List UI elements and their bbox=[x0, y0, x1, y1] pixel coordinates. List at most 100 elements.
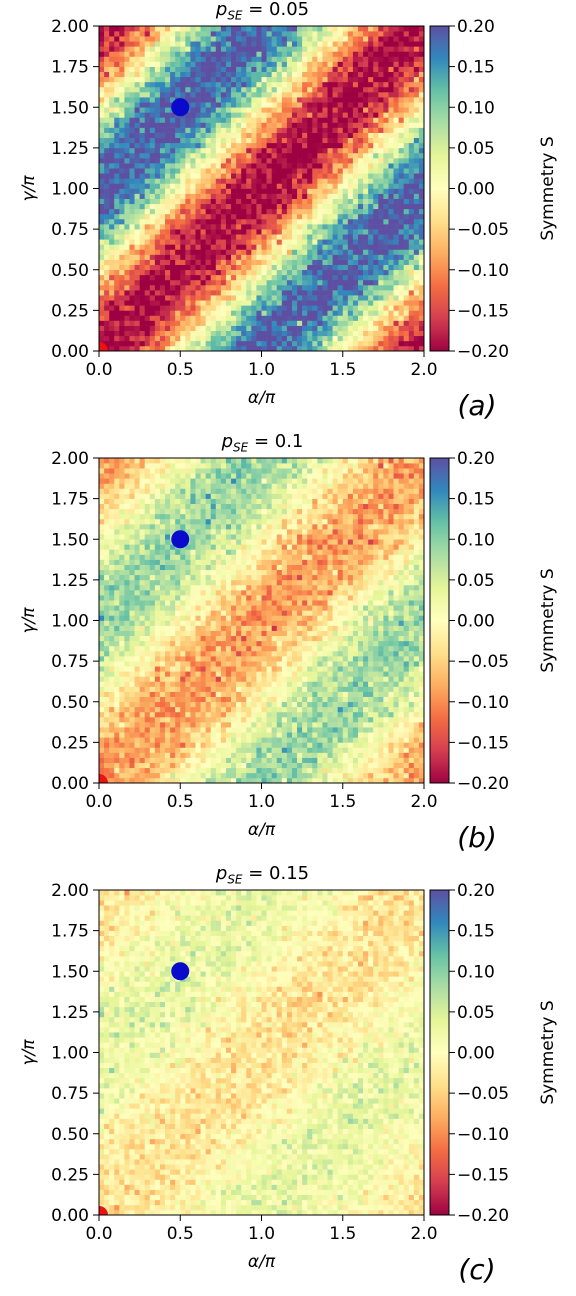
heatmap-cell bbox=[297, 229, 303, 235]
heatmap-cell bbox=[99, 727, 105, 733]
heatmap-cell bbox=[297, 310, 303, 316]
heatmap-cell bbox=[307, 295, 313, 301]
heatmap-cell bbox=[408, 264, 415, 271]
heatmap-cell bbox=[342, 193, 349, 199]
heatmap-cell bbox=[368, 732, 374, 738]
heatmap-cell bbox=[104, 290, 110, 296]
heatmap-cell bbox=[352, 279, 359, 286]
heatmap-cell bbox=[322, 208, 328, 215]
heatmap-cell bbox=[322, 163, 328, 169]
heatmap-cell bbox=[388, 142, 394, 149]
heatmap-cell bbox=[373, 81, 379, 88]
heatmap-cell bbox=[271, 330, 278, 337]
heatmap-cell bbox=[109, 239, 115, 245]
heatmap-cell bbox=[327, 722, 333, 728]
heatmap-cell bbox=[291, 183, 298, 189]
heatmap-cell bbox=[159, 56, 166, 62]
heatmap-cell bbox=[134, 264, 140, 271]
heatmap-cell bbox=[312, 117, 318, 123]
heatmap-cell bbox=[368, 122, 374, 128]
heatmap-cell bbox=[332, 71, 338, 78]
heatmap-cell bbox=[180, 51, 186, 57]
heatmap-cell bbox=[109, 325, 115, 331]
heatmap-cell bbox=[159, 178, 166, 184]
heatmap-cell bbox=[337, 41, 344, 47]
heatmap-cell bbox=[342, 259, 349, 265]
heatmap-cell bbox=[205, 767, 212, 774]
heatmap-cell bbox=[149, 213, 156, 220]
heatmap-cell bbox=[347, 81, 354, 88]
heatmap-cell bbox=[418, 239, 425, 245]
heatmap-cell bbox=[246, 117, 252, 123]
heatmap-cell bbox=[342, 208, 349, 215]
heatmap-cell bbox=[256, 340, 262, 347]
heatmap-cell bbox=[159, 97, 166, 103]
heatmap-cell bbox=[327, 762, 333, 769]
heatmap-cell bbox=[241, 722, 247, 728]
heatmap-cell bbox=[159, 269, 166, 276]
heatmap-cell bbox=[149, 92, 156, 98]
heatmap-cell bbox=[139, 132, 146, 139]
heatmap-cell bbox=[205, 325, 212, 331]
heatmap-cell bbox=[317, 208, 323, 215]
heatmap-cell bbox=[286, 762, 293, 769]
heatmap-cell bbox=[170, 772, 176, 779]
heatmap-cell bbox=[418, 752, 425, 758]
heatmap-cell bbox=[347, 76, 354, 83]
heatmap-cell bbox=[154, 259, 161, 265]
heatmap-cell bbox=[195, 173, 201, 179]
heatmap-cell bbox=[99, 757, 105, 763]
heatmap-cell bbox=[347, 132, 354, 139]
heatmap-cell bbox=[322, 188, 328, 194]
heatmap-cell bbox=[291, 274, 298, 281]
heatmap-cell bbox=[312, 152, 318, 159]
heatmap-cell bbox=[373, 732, 379, 738]
heatmap-cell bbox=[195, 315, 201, 321]
heatmap-cell bbox=[388, 137, 394, 144]
heatmap-cell bbox=[368, 117, 374, 123]
y-tick-label: 0.50 bbox=[51, 261, 89, 281]
heatmap-cell bbox=[236, 310, 242, 316]
heatmap-cell bbox=[251, 340, 257, 347]
heatmap-cell bbox=[180, 193, 186, 199]
heatmap-cell bbox=[398, 772, 404, 779]
heatmap-cell bbox=[418, 66, 425, 73]
heatmap-cell bbox=[134, 716, 140, 723]
heatmap-cell bbox=[195, 742, 201, 748]
heatmap-cell bbox=[205, 163, 212, 169]
heatmap-cell bbox=[104, 320, 110, 326]
heatmap-cell bbox=[124, 345, 130, 352]
heatmap-cell bbox=[190, 188, 196, 194]
heatmap-cell bbox=[231, 198, 237, 205]
heatmap-cell bbox=[322, 193, 328, 199]
heatmap-cell bbox=[231, 757, 237, 763]
heatmap-cell bbox=[322, 290, 328, 296]
heatmap-cell bbox=[159, 254, 166, 260]
heatmap-cell bbox=[398, 183, 404, 189]
heatmap-cell bbox=[261, 727, 267, 733]
heatmap-cell bbox=[246, 107, 252, 113]
heatmap-cell bbox=[180, 716, 186, 723]
heatmap-cell bbox=[327, 325, 333, 331]
heatmap-cell bbox=[363, 152, 369, 159]
heatmap-cell bbox=[327, 203, 333, 210]
heatmap-cell bbox=[302, 300, 308, 306]
heatmap-cell bbox=[408, 188, 415, 194]
heatmap-cell bbox=[251, 41, 257, 47]
heatmap-cell bbox=[220, 239, 227, 245]
heatmap-cell bbox=[418, 76, 425, 83]
heatmap-cell bbox=[388, 752, 394, 758]
heatmap-cell bbox=[175, 224, 181, 230]
heatmap-cell bbox=[342, 229, 349, 235]
heatmap-cell bbox=[363, 772, 369, 779]
heatmap-cell bbox=[368, 97, 374, 103]
heatmap-cell bbox=[114, 26, 120, 32]
heatmap-cell bbox=[342, 213, 349, 220]
heatmap-cell bbox=[398, 102, 404, 108]
heatmap-cell bbox=[403, 340, 410, 347]
heatmap-cell bbox=[109, 92, 115, 98]
heatmap-cell bbox=[281, 295, 288, 301]
heatmap-cell bbox=[144, 320, 151, 326]
heatmap-cell bbox=[170, 213, 176, 220]
heatmap-cell bbox=[246, 290, 252, 296]
